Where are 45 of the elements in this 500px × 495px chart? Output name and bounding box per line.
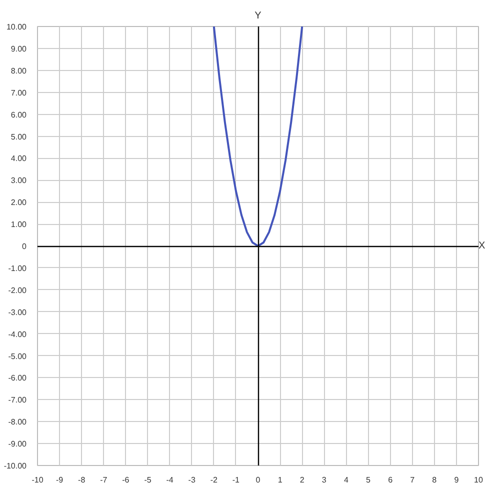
x-tick-label: -8 xyxy=(78,476,86,484)
x-tick-label: 10 xyxy=(474,476,484,484)
y-tick-label: 8.00 xyxy=(10,66,28,76)
y-tick-label: 0 xyxy=(22,242,28,251)
x-tick-label: -3 xyxy=(188,476,196,484)
x-tick-label: -4 xyxy=(166,476,174,484)
y-tick-label: 4.00 xyxy=(10,154,28,164)
y-tick-label: -3.00 xyxy=(8,308,28,317)
y-tick-label: 1.00 xyxy=(10,220,28,230)
y-axis-title: Y xyxy=(254,10,262,22)
x-tick-label: 3 xyxy=(322,476,327,484)
x-axis-title: X xyxy=(478,240,486,252)
x-tick-label: -9 xyxy=(56,476,64,484)
y-tick-label: 5.00 xyxy=(10,132,28,142)
y-tick-label: 6.00 xyxy=(10,110,28,120)
x-tick-label: -10 xyxy=(32,476,44,484)
x-tick-label: 8 xyxy=(432,476,438,484)
y-tick-label: 3.00 xyxy=(10,176,28,186)
x-tick-label: 9 xyxy=(454,476,460,484)
y-tick-label: -2.00 xyxy=(8,286,28,295)
x-tick-label: -6 xyxy=(122,476,130,484)
y-tick-label: 9.00 xyxy=(10,44,28,54)
x-tick-label: -5 xyxy=(144,476,152,484)
x-tick-label: -7 xyxy=(100,476,108,484)
y-tick-label: -7.00 xyxy=(8,396,28,405)
y-tick-label: -4.00 xyxy=(8,330,28,339)
y-tick-label: 2.00 xyxy=(10,198,28,208)
x-tick-label: 1 xyxy=(278,476,283,484)
x-tick-label: 6 xyxy=(388,476,394,484)
x-tick-label: 0 xyxy=(256,476,261,484)
y-tick-label: -10.00 xyxy=(4,462,28,470)
y-tick-label: 10.00 xyxy=(6,22,28,32)
line-series xyxy=(212,26,304,247)
x-tick-label: -1 xyxy=(232,476,240,484)
x-tick-label: 4 xyxy=(344,476,349,484)
y-tick-label: -1.00 xyxy=(8,264,28,273)
y-tick-label: -9.00 xyxy=(8,440,28,449)
x-tick-label: 2 xyxy=(300,476,305,484)
y-tick-label: -6.00 xyxy=(8,374,28,383)
x-tick-label: -2 xyxy=(210,476,218,484)
x-tick-label: 5 xyxy=(366,476,372,484)
y-tick-label: -8.00 xyxy=(8,418,28,427)
y-tick-label: -5.00 xyxy=(8,352,28,361)
y-tick-label: 7.00 xyxy=(10,88,28,98)
x-tick-label: 7 xyxy=(410,476,416,484)
